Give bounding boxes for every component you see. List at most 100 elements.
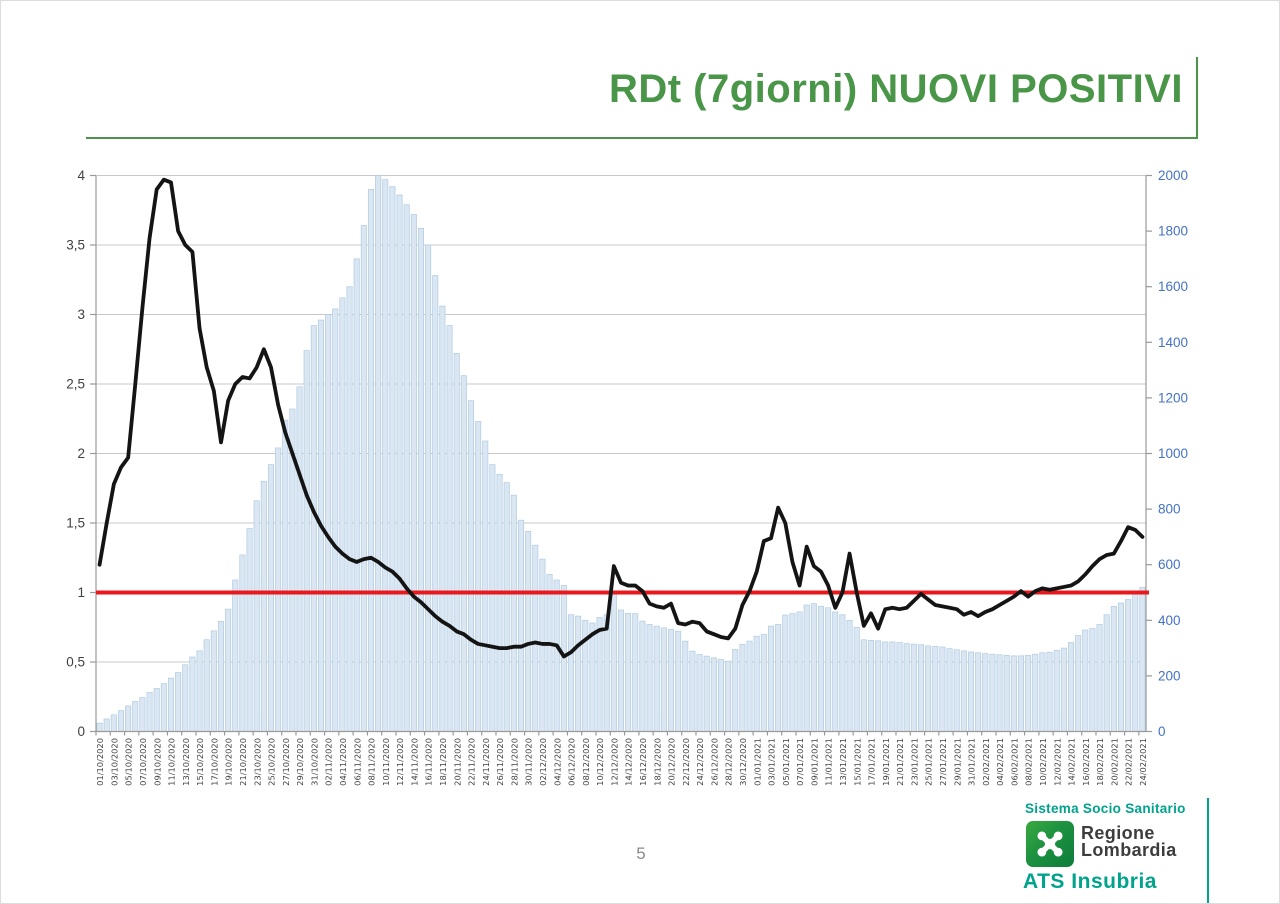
svg-text:22/02/2021: 22/02/2021 (1124, 738, 1134, 786)
svg-text:14/02/2021: 14/02/2021 (1067, 738, 1077, 786)
svg-text:23/01/2021: 23/01/2021 (909, 738, 919, 786)
svg-text:24/12/2020: 24/12/2020 (695, 738, 705, 786)
bars-series (96, 175, 1146, 732)
regione-lombardia-label: Regione Lombardia (1081, 823, 1177, 860)
x-axis-labels: 01/10/2020 03/10/2020 05/10/2020 07/10/2020… (95, 738, 1148, 786)
svg-text:0: 0 (1158, 724, 1166, 739)
svg-text:12/11/2020: 12/11/2020 (395, 738, 405, 786)
svg-text:3: 3 (77, 307, 85, 322)
svg-text:04/11/2020: 04/11/2020 (338, 738, 348, 786)
svg-text:02/12/2020: 02/12/2020 (538, 738, 548, 786)
svg-text:15/01/2021: 15/01/2021 (852, 738, 862, 786)
svg-text:29/01/2021: 29/01/2021 (952, 738, 962, 786)
svg-text:16/11/2020: 16/11/2020 (424, 738, 434, 786)
svg-text:2,5: 2,5 (66, 377, 85, 392)
rosa-camuna-icon (1026, 821, 1074, 867)
svg-text:05/01/2021: 05/01/2021 (781, 738, 791, 786)
svg-text:07/01/2021: 07/01/2021 (795, 738, 805, 786)
svg-text:16/12/2020: 16/12/2020 (638, 738, 648, 786)
svg-text:19/01/2021: 19/01/2021 (881, 738, 891, 786)
svg-text:3,5: 3,5 (66, 238, 85, 253)
svg-text:31/10/2020: 31/10/2020 (309, 738, 319, 786)
svg-text:13/10/2020: 13/10/2020 (181, 738, 191, 786)
svg-text:4: 4 (77, 168, 85, 183)
svg-text:25/01/2021: 25/01/2021 (924, 738, 934, 786)
svg-text:05/10/2020: 05/10/2020 (124, 738, 134, 786)
svg-text:20/12/2020: 20/12/2020 (667, 738, 677, 786)
svg-text:20/11/2020: 20/11/2020 (452, 738, 462, 786)
svg-text:400: 400 (1158, 613, 1181, 628)
svg-text:19/10/2020: 19/10/2020 (224, 738, 234, 786)
svg-text:12/12/2020: 12/12/2020 (609, 738, 619, 786)
svg-text:11/10/2020: 11/10/2020 (167, 738, 177, 786)
svg-text:27/01/2021: 27/01/2021 (938, 738, 948, 786)
svg-text:17/01/2021: 17/01/2021 (867, 738, 877, 786)
title-right-border (1196, 57, 1198, 138)
svg-text:12/02/2021: 12/02/2021 (1052, 738, 1062, 786)
svg-text:22/12/2020: 22/12/2020 (681, 738, 691, 786)
axes (90, 174, 1152, 736)
svg-text:200: 200 (1158, 668, 1181, 683)
regione-lombardia-logo-block: Sistema Socio Sanitario Regione Lombardi… (1011, 798, 1241, 903)
page-number: 5 (636, 844, 646, 863)
svg-text:24/11/2020: 24/11/2020 (481, 738, 491, 786)
svg-text:29/10/2020: 29/10/2020 (295, 738, 305, 786)
svg-text:21/10/2020: 21/10/2020 (238, 738, 248, 786)
rdt-line (97, 177, 1145, 659)
svg-text:13/01/2021: 13/01/2021 (838, 738, 848, 786)
svg-text:2: 2 (77, 446, 85, 461)
svg-text:1800: 1800 (1158, 224, 1188, 239)
svg-text:800: 800 (1158, 502, 1181, 517)
svg-text:18/11/2020: 18/11/2020 (438, 738, 448, 786)
svg-text:08/12/2020: 08/12/2020 (581, 738, 591, 786)
svg-text:07/10/2020: 07/10/2020 (138, 738, 148, 786)
title-underline (86, 137, 1198, 139)
svg-text:1600: 1600 (1158, 279, 1188, 294)
svg-text:09/10/2020: 09/10/2020 (152, 738, 162, 786)
svg-text:24/02/2021: 24/02/2021 (1138, 738, 1148, 786)
svg-text:04/02/2021: 04/02/2021 (995, 738, 1005, 786)
svg-text:17/10/2020: 17/10/2020 (209, 738, 219, 786)
sistema-socio-sanitario-label: Sistema Socio Sanitario (1025, 801, 1186, 816)
svg-text:14/12/2020: 14/12/2020 (624, 738, 634, 786)
svg-text:21/01/2021: 21/01/2021 (895, 738, 905, 786)
ats-insubria-label: ATS Insubria (1023, 870, 1157, 893)
svg-text:15/10/2020: 15/10/2020 (195, 738, 205, 786)
page-title: RDt (7giorni) NUOVI POSITIVI (608, 67, 1183, 111)
svg-text:2000: 2000 (1158, 168, 1188, 183)
left-axis-labels: 0 0,5 1 1,5 2 2,5 3 3,5 4 (66, 168, 85, 739)
svg-text:28/11/2020: 28/11/2020 (509, 738, 519, 786)
svg-text:26/12/2020: 26/12/2020 (709, 738, 719, 786)
svg-text:26/11/2020: 26/11/2020 (495, 738, 505, 786)
svg-text:09/01/2021: 09/01/2021 (809, 738, 819, 786)
svg-text:03/10/2020: 03/10/2020 (109, 738, 119, 786)
svg-text:03/01/2021: 03/01/2021 (767, 738, 777, 786)
svg-text:04/12/2020: 04/12/2020 (552, 738, 562, 786)
svg-text:0: 0 (77, 724, 85, 739)
svg-text:01/01/2021: 01/01/2021 (752, 738, 762, 786)
svg-text:0,5: 0,5 (66, 655, 85, 670)
svg-text:01/10/2020: 01/10/2020 (95, 738, 105, 786)
svg-text:30/12/2020: 30/12/2020 (738, 738, 748, 786)
svg-text:1000: 1000 (1158, 446, 1188, 461)
svg-text:1200: 1200 (1158, 390, 1188, 405)
svg-text:08/11/2020: 08/11/2020 (367, 738, 377, 786)
gridlines (96, 175, 1146, 663)
svg-text:10/12/2020: 10/12/2020 (595, 738, 605, 786)
svg-text:23/10/2020: 23/10/2020 (252, 738, 262, 786)
svg-text:1,5: 1,5 (66, 516, 85, 531)
svg-text:600: 600 (1158, 557, 1181, 572)
svg-text:31/01/2021: 31/01/2021 (967, 738, 977, 786)
svg-text:06/02/2021: 06/02/2021 (1009, 738, 1019, 786)
svg-text:1400: 1400 (1158, 335, 1188, 350)
svg-text:1: 1 (77, 585, 85, 600)
svg-text:08/02/2021: 08/02/2021 (1024, 738, 1034, 786)
svg-text:10/11/2020: 10/11/2020 (381, 738, 391, 786)
right-axis-labels: 0 200 400 600 800 1000 1200 1400 1600 1800 2000 (1158, 168, 1188, 739)
svg-text:16/02/2021: 16/02/2021 (1081, 738, 1091, 786)
svg-text:22/11/2020: 22/11/2020 (467, 738, 477, 786)
svg-text:20/02/2021: 20/02/2021 (1109, 738, 1119, 786)
svg-text:11/01/2021: 11/01/2021 (824, 738, 834, 786)
